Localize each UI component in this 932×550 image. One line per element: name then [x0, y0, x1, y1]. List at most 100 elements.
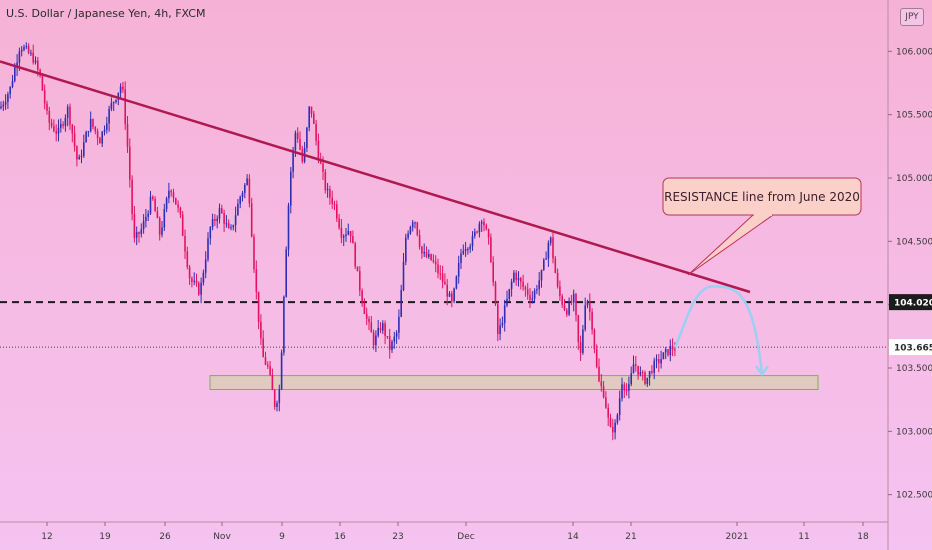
candle-body [124, 89, 126, 125]
candle-body [612, 426, 614, 433]
candle-body [566, 309, 568, 315]
candle-body [103, 129, 106, 132]
candle-body [181, 214, 184, 236]
candle-body [510, 281, 513, 290]
candle-body [319, 159, 322, 164]
candle-body [138, 232, 140, 235]
candle-body [359, 271, 361, 291]
candle-body [92, 118, 94, 127]
candle-body [400, 290, 402, 317]
chart-title: U.S. Dollar / Japanese Yen, 4h, FXCM [6, 7, 206, 20]
candle-body [632, 364, 635, 374]
candle-body [549, 237, 552, 243]
candle-body [515, 272, 517, 281]
candle-body [239, 196, 241, 204]
candle-body [602, 386, 605, 398]
candle-body [531, 298, 534, 300]
candle-body [370, 322, 373, 333]
candle-body [513, 272, 515, 282]
candle-body [172, 192, 175, 198]
candle-body [416, 222, 419, 235]
candle-body [441, 273, 444, 282]
candle-body [78, 156, 80, 160]
candle-body [340, 227, 343, 238]
candle-body [559, 286, 561, 297]
candle-body [161, 227, 163, 235]
candle-body [342, 236, 345, 238]
candle-body [122, 86, 124, 90]
candle-body [244, 184, 246, 193]
candle-body [283, 296, 285, 353]
candle-body [9, 86, 11, 95]
candle-body [667, 349, 669, 356]
candle-body [598, 366, 600, 382]
candle-body [129, 146, 131, 180]
candle-body [133, 214, 136, 238]
candle-body [393, 336, 396, 342]
candle-body [439, 273, 442, 275]
candle-body [234, 215, 237, 226]
candle-body [7, 94, 9, 102]
candle-body [540, 269, 543, 281]
candle-body [660, 359, 662, 364]
candle-body [85, 132, 87, 143]
candle-body [520, 278, 522, 282]
candle-body [53, 126, 55, 132]
candle-body [446, 284, 448, 297]
x-tick-label: 19 [99, 532, 111, 542]
candle-body [308, 106, 310, 128]
candle-body [478, 223, 481, 233]
candle-body [425, 251, 428, 257]
candle-body [200, 282, 202, 295]
candle-body [170, 190, 172, 193]
candle-body [154, 199, 156, 212]
candle-body [223, 213, 225, 224]
candle-body [379, 327, 382, 331]
candle-body [96, 131, 99, 139]
candle-body [545, 258, 547, 260]
candle-body [195, 280, 198, 284]
candle-body [568, 301, 570, 315]
candle-body [315, 123, 317, 141]
candle-body [207, 238, 209, 260]
currency-badge[interactable]: JPY [900, 8, 924, 26]
candle-body [250, 203, 253, 237]
candle-body [398, 316, 400, 333]
candle-body [313, 113, 315, 124]
candle-body [142, 221, 145, 230]
candle-body [474, 231, 476, 237]
x-tick-label: 11 [798, 532, 809, 542]
candle-body [16, 62, 18, 68]
candle-body [409, 227, 412, 234]
candle-body [135, 232, 138, 238]
candle-body [363, 302, 366, 314]
current-price-label-bg [889, 339, 932, 356]
candle-body [184, 235, 186, 252]
candle-body [296, 132, 299, 140]
candle-body [255, 269, 258, 292]
candle-body [570, 301, 573, 303]
candle-body [145, 216, 147, 222]
candle-body [384, 323, 386, 337]
candle-body [264, 357, 267, 365]
candle-body [453, 288, 455, 302]
candle-body [101, 131, 103, 144]
candle-body [584, 305, 586, 330]
level-price-label: 104.020 [894, 299, 932, 309]
x-tick-label: 26 [159, 532, 171, 542]
candle-body [533, 290, 536, 299]
candle-body [407, 233, 409, 238]
candle-body [483, 221, 485, 226]
candle-body [577, 315, 580, 342]
candle-body [434, 261, 437, 265]
candle-body [414, 222, 416, 224]
candle-body [260, 321, 262, 339]
candle-body [324, 171, 327, 191]
candle-body [248, 178, 251, 204]
candle-body [23, 47, 25, 50]
candle-body [543, 259, 545, 270]
candle-body [149, 196, 152, 214]
resistance-line [0, 60, 751, 294]
candle-body [326, 189, 329, 191]
